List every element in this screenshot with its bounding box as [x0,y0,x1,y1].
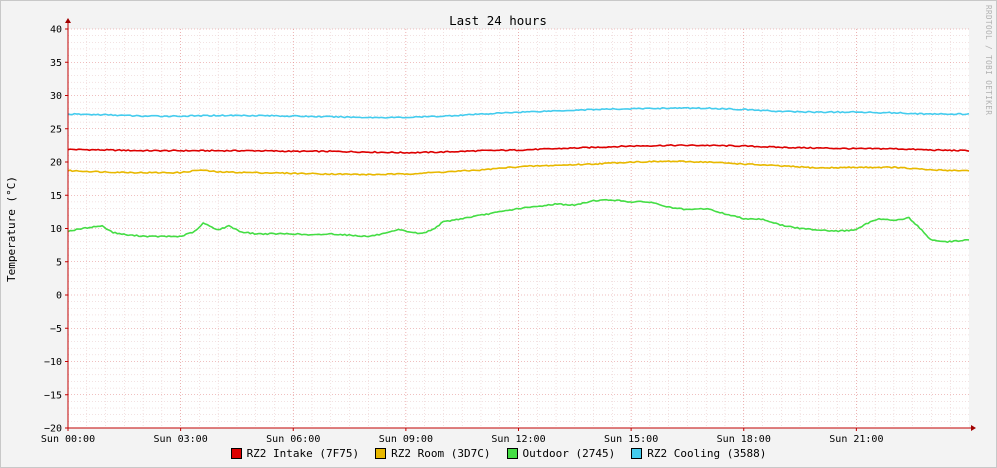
x-tick-label: Sun 21:00 [829,434,883,445]
y-tick-label: −5 [50,324,62,335]
series-line-3 [67,106,970,119]
y-tick-label: 0 [56,291,62,302]
y-tick-label: −20 [44,424,62,435]
y-tick-label: 5 [56,257,62,268]
x-axis-arrow [971,425,976,431]
y-axis-arrow [65,18,71,23]
legend-item-3: RZ2 Cooling (3588) [631,447,766,460]
legend-label: Outdoor (2745) [522,447,616,460]
legend-swatch [230,448,242,459]
x-tick-label: Sun 06:00 [266,434,320,445]
legend-item-1: RZ2 Room (3D7C) [375,447,491,460]
y-axis-label: Temperature (°C) [5,176,18,282]
x-tick-label: Sun 18:00 [717,434,771,445]
chart-legend: RZ2 Intake (7F75) RZ2 Room (3D7C) Outdoor … [1,447,996,460]
y-tick-label: 10 [50,224,62,235]
legend-label: RZ2 Cooling (3588) [647,447,767,460]
x-tick-label: Sun 03:00 [154,434,208,445]
x-tick-label: Sun 09:00 [379,434,433,445]
legend-swatch [631,448,643,459]
legend-label: RZ2 Intake (7F75) [246,447,360,460]
axes-layer [65,18,976,431]
series-line-1 [67,160,970,176]
x-tick-label: Sun 00:00 [41,434,95,445]
legend-item-2: Outdoor (2745) [506,447,616,460]
x-tick-label: Sun 12:00 [491,434,545,445]
minor-grid [68,29,969,428]
series-line-0 [67,143,970,154]
legend-swatch [506,448,518,459]
y-tick-label: 25 [50,124,62,135]
y-tick-label: 20 [50,158,62,169]
legend-swatch [375,448,387,459]
y-tick-label: −15 [44,390,62,401]
rrdtool-watermark: RRDTOOL / TOBI OETIKER [984,5,993,115]
series-layer [67,106,970,244]
legend-item-0: RZ2 Intake (7F75) [230,447,360,460]
chart-title: Last 24 hours [449,13,547,28]
y-tick-label: 40 [50,25,62,36]
y-tick-label: 15 [50,191,62,202]
legend-label: RZ2 Room (3D7C) [391,447,491,460]
series-line-2 [67,198,970,244]
y-tick-label: 35 [50,58,62,69]
y-tick-label: 30 [50,91,62,102]
x-tick-labels: Sun 00:00 Sun 03:00 Sun 06:00 Sun 09:00 Sun … [41,434,884,445]
y-tick-label: −10 [44,357,62,368]
y-tick-labels: 40 35 30 25 20 15 10 5 0 −5 −10 −15 −20 [44,25,62,435]
x-tick-label: Sun 15:00 [604,434,658,445]
